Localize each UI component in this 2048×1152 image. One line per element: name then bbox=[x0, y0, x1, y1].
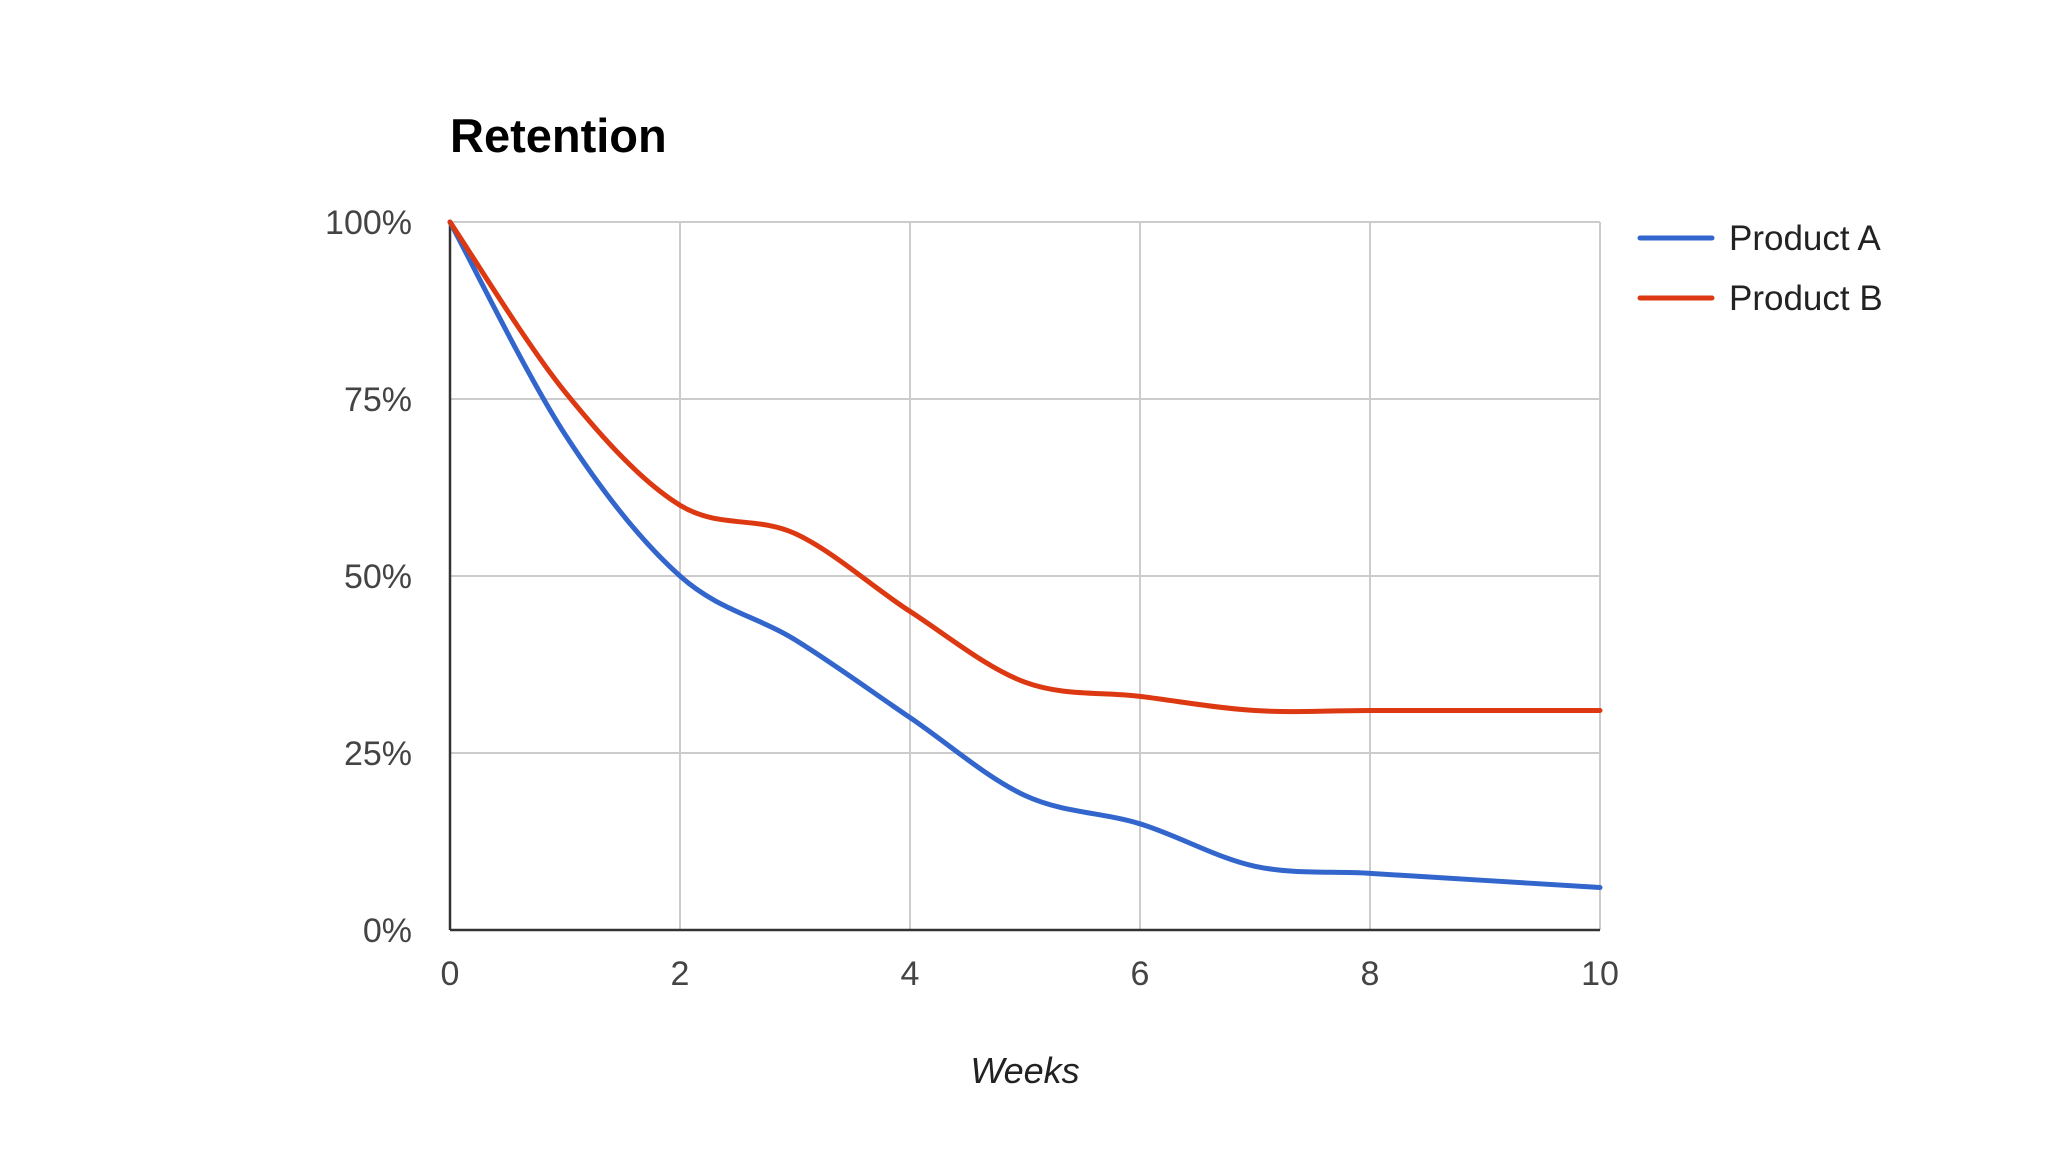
chart-title: Retention bbox=[450, 109, 667, 162]
y-tick-label: 100% bbox=[325, 204, 412, 242]
axes bbox=[448, 222, 1600, 932]
x-tick-label: 8 bbox=[1361, 955, 1380, 993]
y-tick-label: 0% bbox=[363, 912, 412, 950]
gridlines bbox=[450, 221, 1601, 930]
series-lines bbox=[447, 219, 1603, 891]
legend-label-product-a: Product A bbox=[1729, 219, 1881, 258]
x-tick-label: 6 bbox=[1131, 955, 1150, 993]
x-axis-title: Weeks bbox=[970, 1050, 1079, 1091]
x-tick-label: 0 bbox=[441, 955, 460, 993]
tick-labels: 0 2 4 6 8 100%25%50%75%100% bbox=[325, 204, 1619, 993]
legend-label-product-b: Product B bbox=[1729, 279, 1883, 318]
y-tick-label: 25% bbox=[344, 735, 412, 773]
y-tick-label: 75% bbox=[344, 381, 412, 419]
series-line-product-b bbox=[447, 219, 1603, 715]
y-tick-label: 50% bbox=[344, 558, 412, 596]
legend: Product A Product B bbox=[1637, 219, 1883, 318]
x-tick-label: 10 bbox=[1581, 955, 1619, 993]
series-line-product-a bbox=[447, 219, 1603, 891]
x-tick-label: 4 bbox=[901, 955, 920, 993]
x-tick-label: 2 bbox=[671, 955, 690, 993]
